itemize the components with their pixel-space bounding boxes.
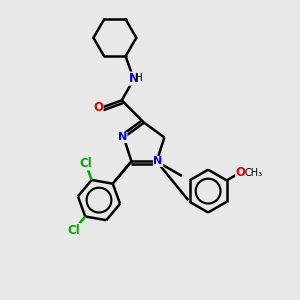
Text: H: H [135,73,143,83]
Text: N: N [118,132,127,142]
Text: Cl: Cl [79,157,92,170]
Text: N: N [154,156,163,167]
Text: O: O [93,101,103,114]
Text: N: N [129,72,139,85]
Text: CH₃: CH₃ [244,168,262,178]
Text: Cl: Cl [68,224,80,237]
Text: O: O [236,166,246,179]
